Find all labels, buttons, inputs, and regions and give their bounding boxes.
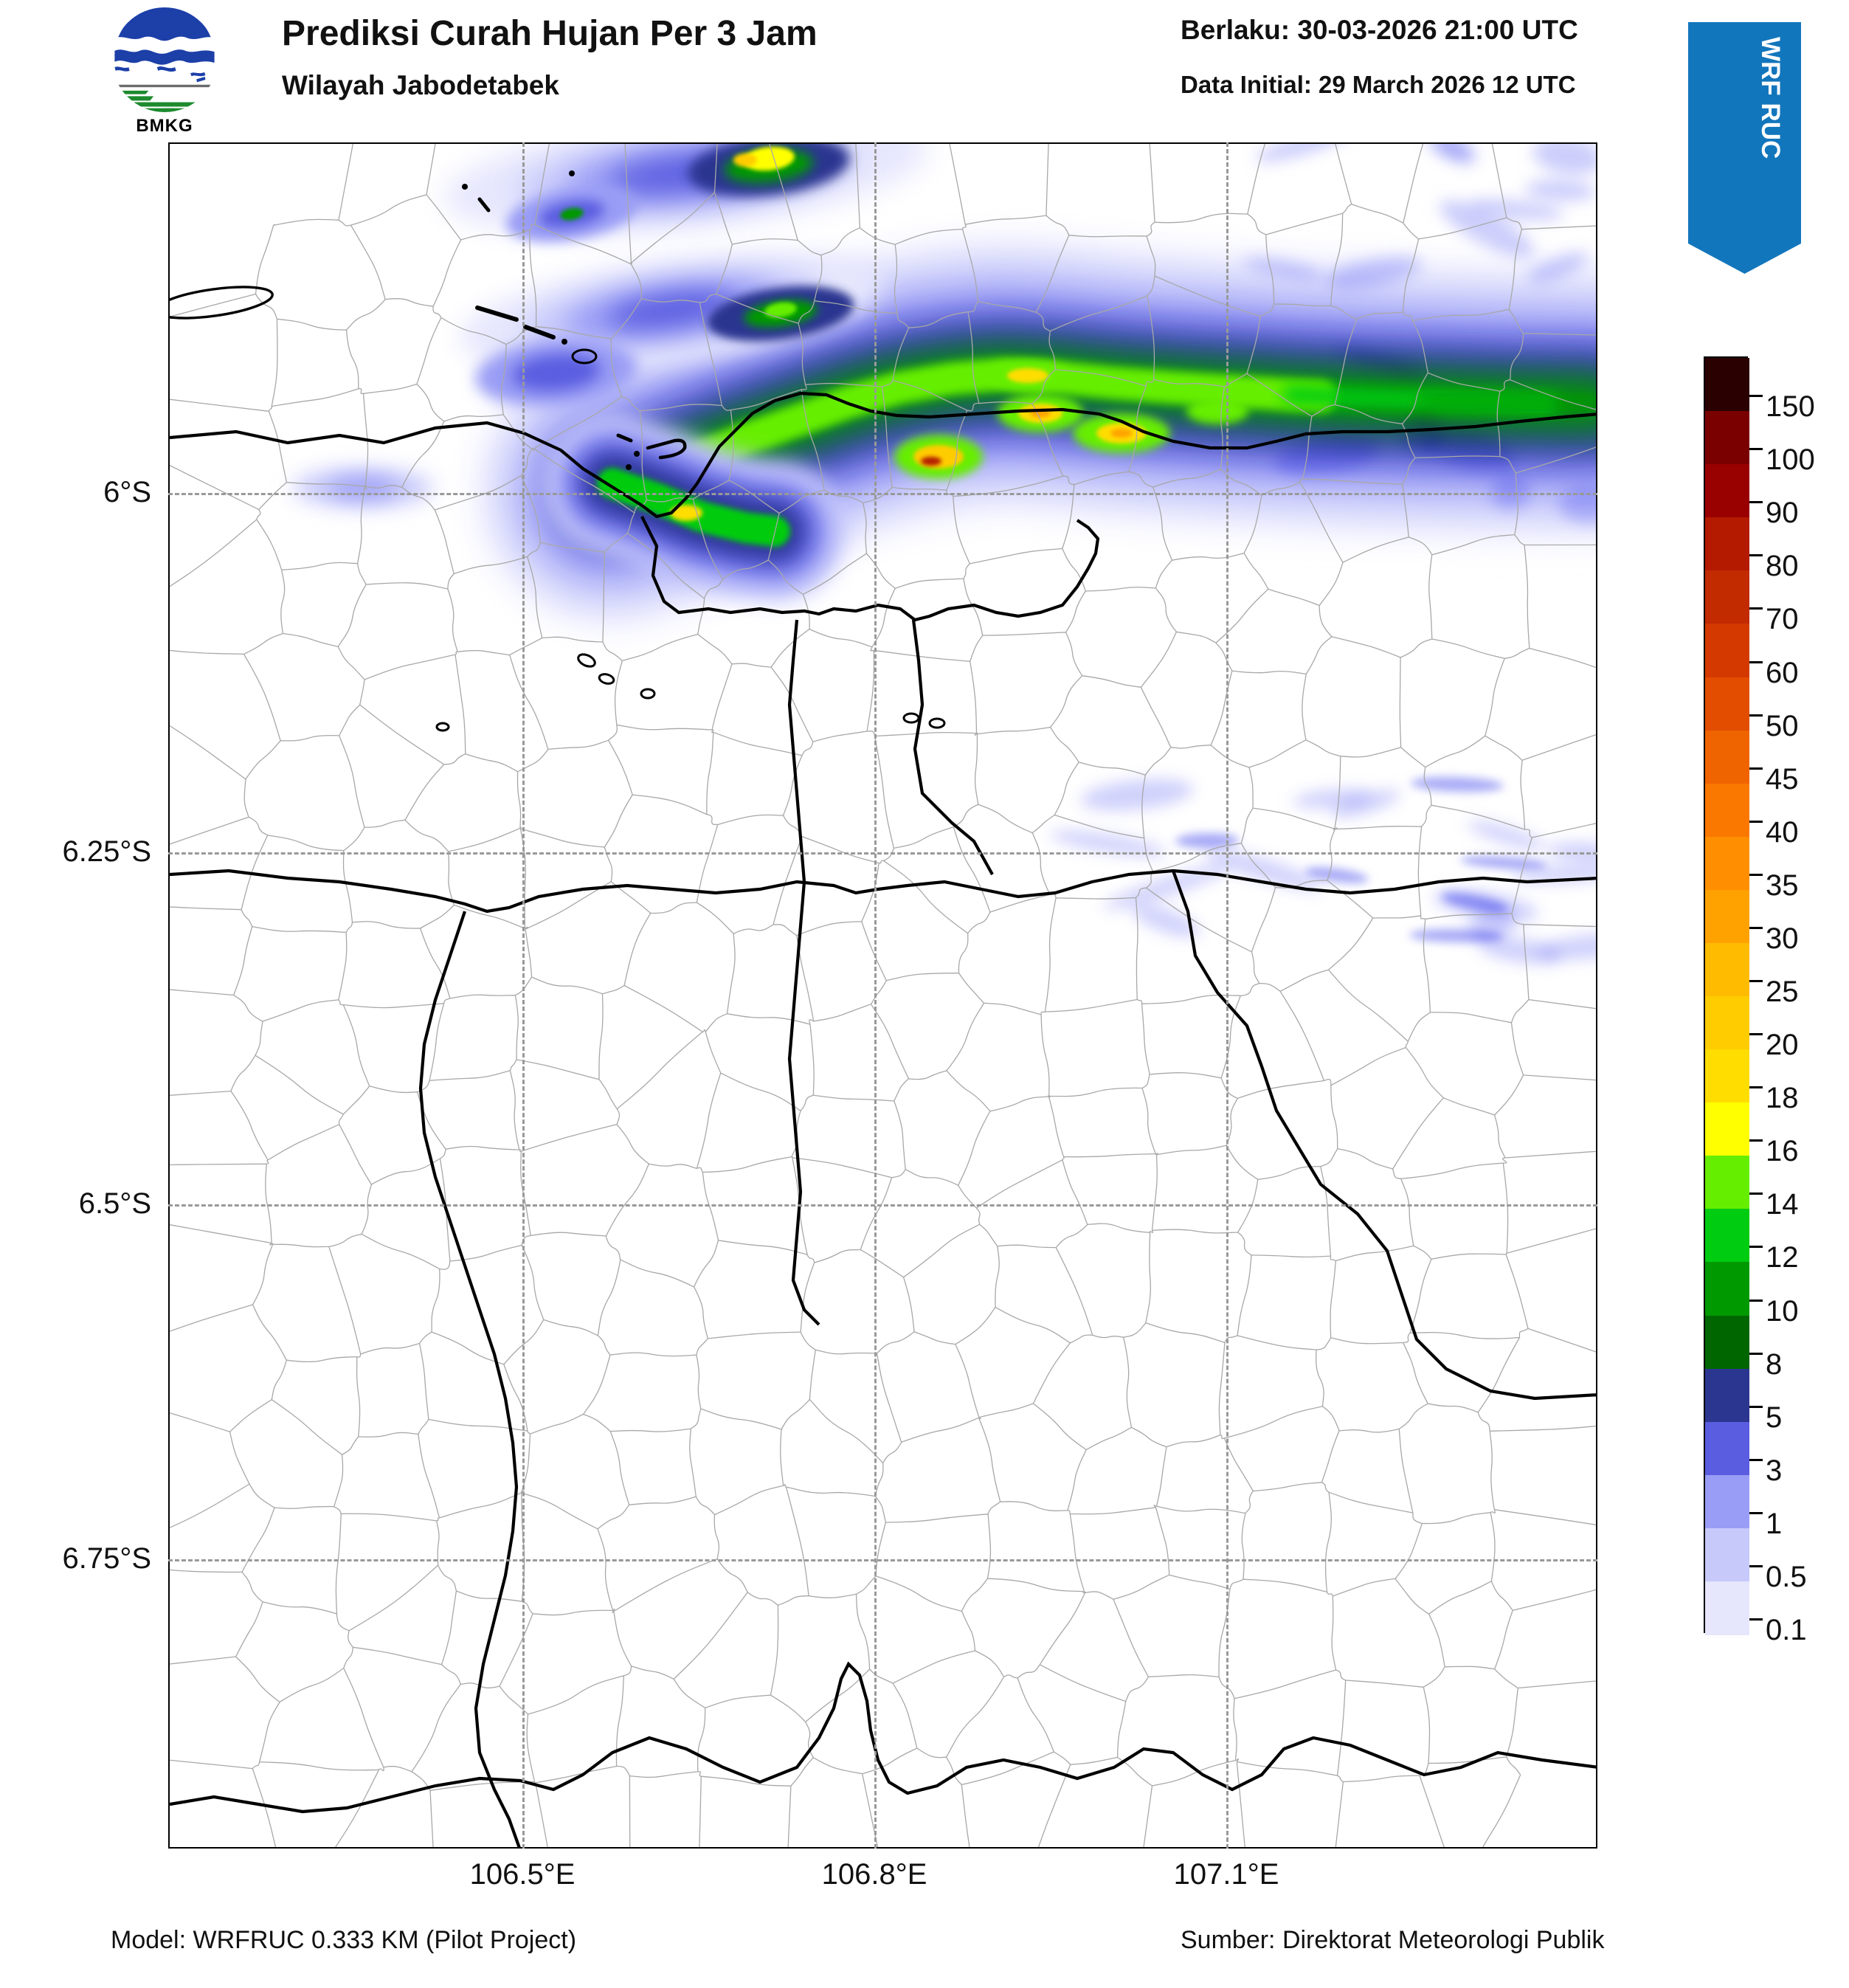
svg-text:WRF RUC: WRF RUC: [1756, 37, 1785, 159]
